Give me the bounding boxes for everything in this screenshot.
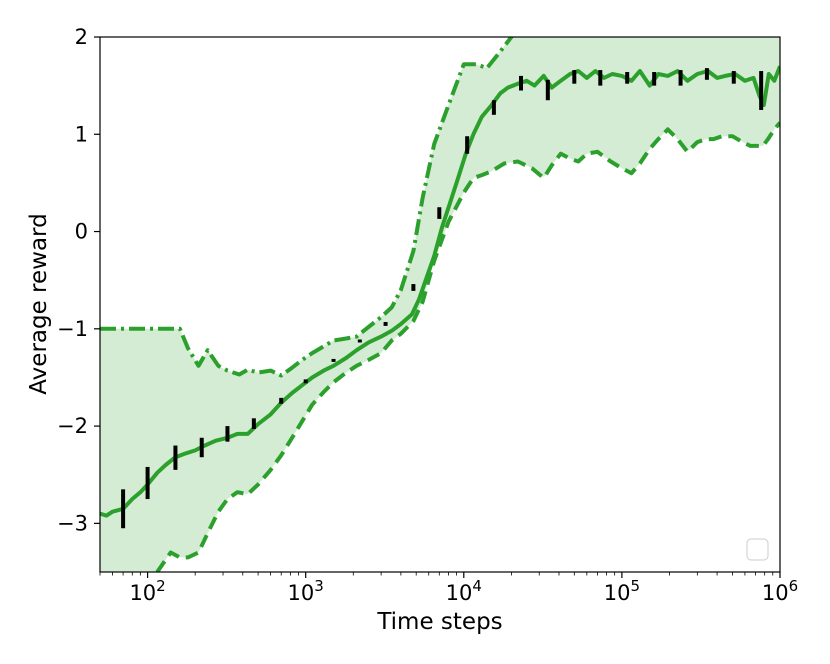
y-tick-label: −2 bbox=[57, 414, 88, 438]
x-tick-label: 102 bbox=[129, 577, 165, 605]
legend-box bbox=[746, 538, 769, 561]
y-tick-label: 1 bbox=[75, 122, 88, 146]
plot-area bbox=[100, 37, 780, 572]
x-tick-label: 103 bbox=[288, 577, 324, 605]
y-tick-label: 2 bbox=[75, 25, 88, 49]
axes: 2 1 0 −1 −2 −3 102 103 104 105 106 bbox=[57, 25, 798, 605]
y-tick-label: −1 bbox=[57, 317, 88, 341]
x-tick-label: 104 bbox=[446, 577, 482, 605]
confidence-band bbox=[100, 37, 780, 572]
upper-bound-line bbox=[100, 37, 514, 378]
y-axis-label: Average reward bbox=[26, 213, 52, 394]
x-tick-label: 106 bbox=[762, 577, 798, 605]
y-tick-label: −3 bbox=[57, 511, 88, 535]
x-axis-label: Time steps bbox=[376, 609, 502, 635]
x-tick-label: 105 bbox=[604, 577, 640, 605]
y-tick-label: 0 bbox=[75, 220, 88, 244]
plot-frame bbox=[99, 36, 781, 573]
